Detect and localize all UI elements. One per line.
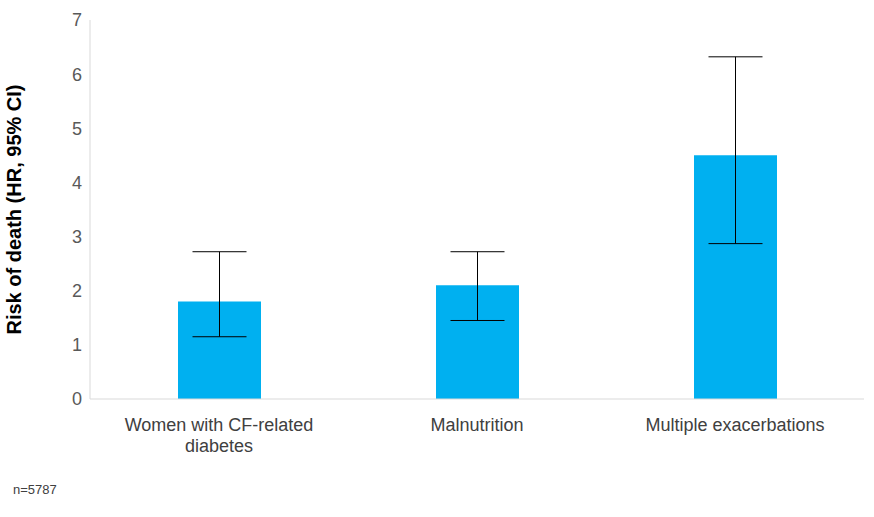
svg-text:1: 1 [72,335,82,355]
svg-text:7: 7 [72,10,82,30]
svg-text:Women with CF-relateddiabetes: Women with CF-relateddiabetes [125,415,314,456]
svg-text:5: 5 [72,119,82,139]
svg-text:Multiple exacerbations: Multiple exacerbations [645,415,824,435]
html-text:n=5787: n=5787 [13,482,57,497]
svg-text:Risk of death (HR, 95% CI): Risk of death (HR, 95% CI) [3,84,25,334]
svg-text:0: 0 [72,389,82,409]
svg-text:4: 4 [72,173,82,193]
svg-text:3: 3 [72,227,82,247]
svg-text:Malnutrition: Malnutrition [430,415,523,435]
svg-text:2: 2 [72,281,82,301]
svg-text:6: 6 [72,65,82,85]
